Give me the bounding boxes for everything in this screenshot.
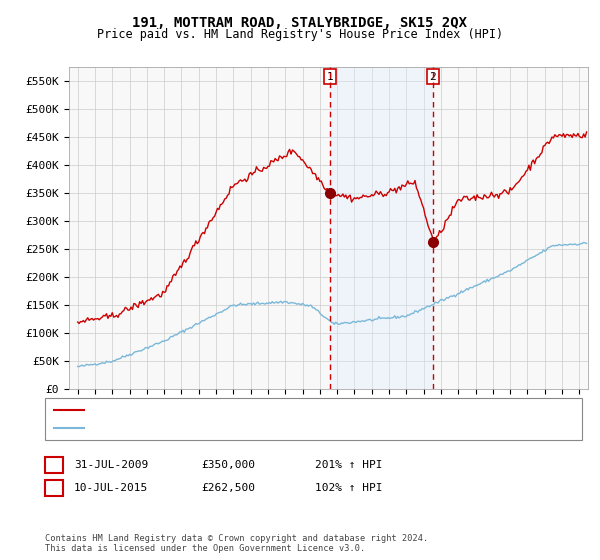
- Text: 201% ↑ HPI: 201% ↑ HPI: [315, 460, 383, 470]
- Bar: [330, 67, 433, 389]
- Text: 191, MOTTRAM ROAD, STALYBRIDGE, SK15 2QX: 191, MOTTRAM ROAD, STALYBRIDGE, SK15 2QX: [133, 16, 467, 30]
- Text: 102% ↑ HPI: 102% ↑ HPI: [315, 483, 383, 493]
- Text: £262,500: £262,500: [201, 483, 255, 493]
- Text: 1: 1: [326, 72, 333, 82]
- Text: £350,000: £350,000: [201, 460, 255, 470]
- Text: Price paid vs. HM Land Registry's House Price Index (HPI): Price paid vs. HM Land Registry's House …: [97, 28, 503, 41]
- Text: 10-JUL-2015: 10-JUL-2015: [74, 483, 148, 493]
- Text: 31-JUL-2009: 31-JUL-2009: [74, 460, 148, 470]
- Text: 2: 2: [50, 483, 58, 493]
- Text: Contains HM Land Registry data © Crown copyright and database right 2024.
This d: Contains HM Land Registry data © Crown c…: [45, 534, 428, 553]
- Text: 191, MOTTRAM ROAD, STALYBRIDGE, SK15 2QX (semi-detached house): 191, MOTTRAM ROAD, STALYBRIDGE, SK15 2QX…: [90, 405, 462, 415]
- Text: 2: 2: [430, 72, 436, 82]
- Text: 1: 1: [50, 460, 58, 470]
- Text: HPI: Average price, semi-detached house, Tameside: HPI: Average price, semi-detached house,…: [90, 423, 384, 433]
